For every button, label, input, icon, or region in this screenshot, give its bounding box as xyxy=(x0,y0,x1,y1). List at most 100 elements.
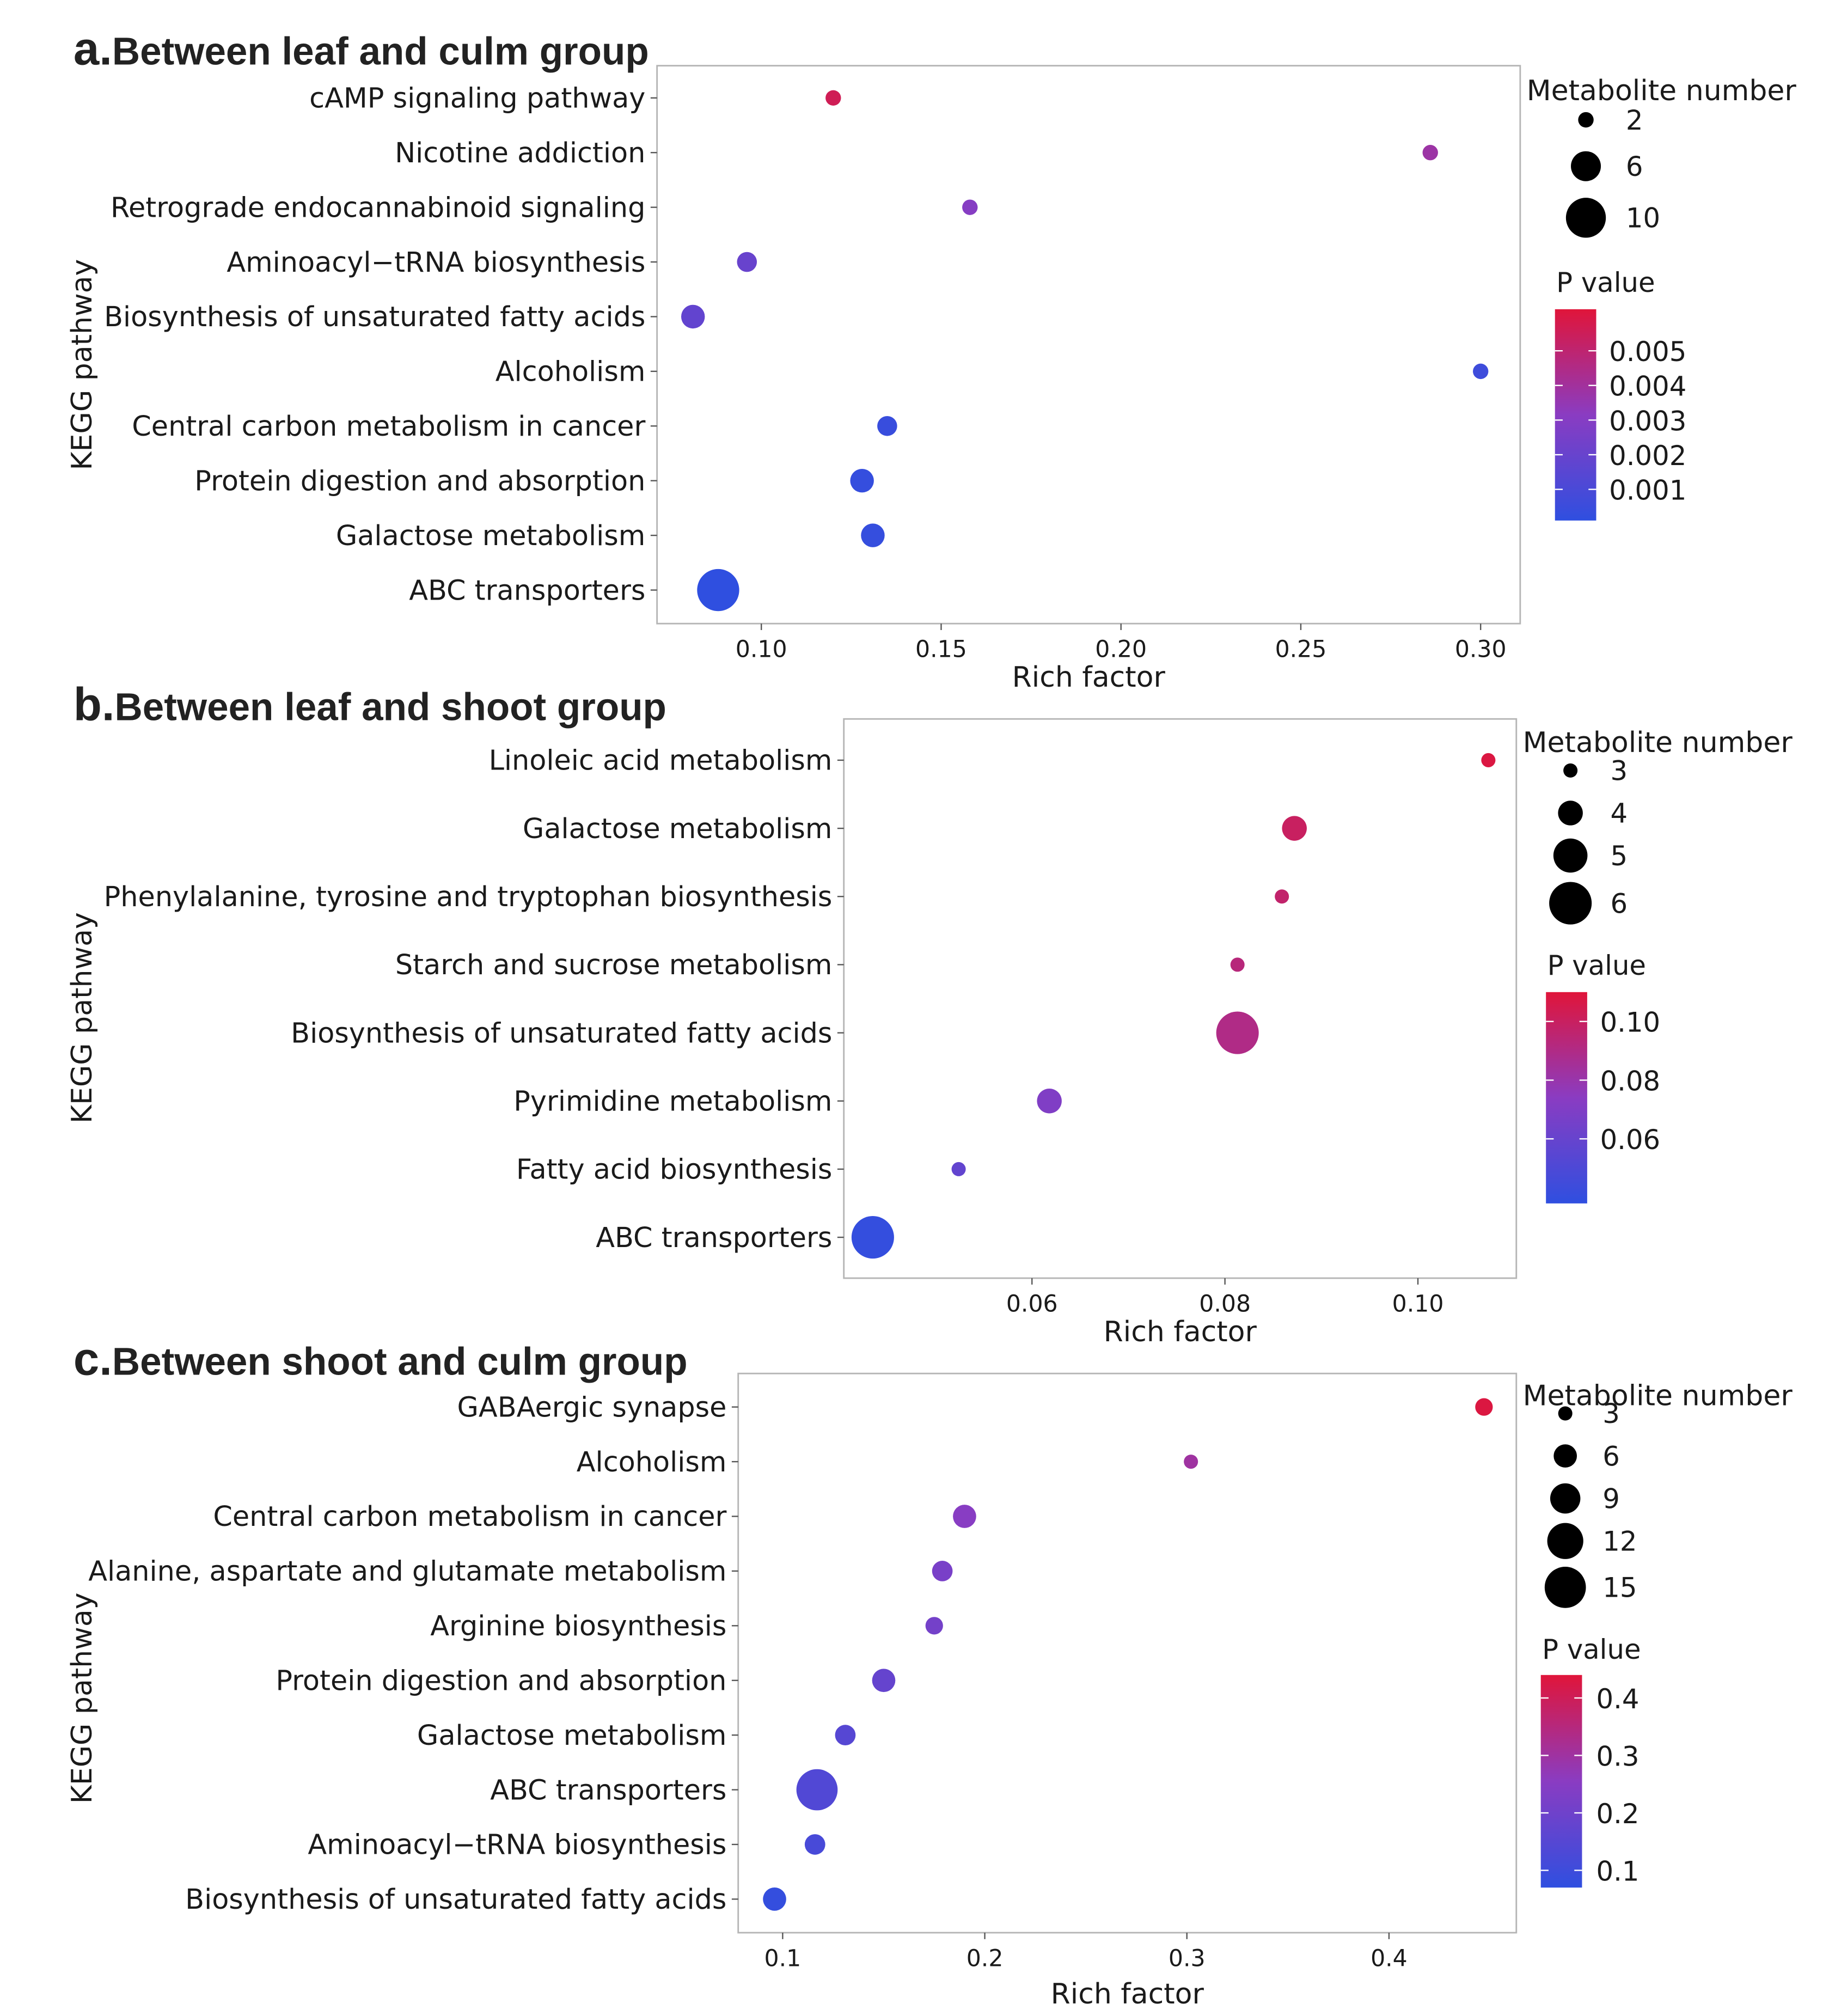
plot-frame xyxy=(656,65,1521,625)
panel-letter: b. xyxy=(74,679,115,731)
data-point xyxy=(796,1769,838,1811)
plot-frame xyxy=(737,1372,1518,1934)
data-point xyxy=(1275,889,1289,904)
size-legend-dot xyxy=(1549,882,1592,925)
data-point xyxy=(1230,957,1245,972)
y-tick-label: Protein digestion and absorption xyxy=(276,1664,726,1696)
panel-title-text: Between shoot and culm group xyxy=(112,1341,688,1384)
panel-a: a.Between leaf and culm group cAMP signal… xyxy=(66,23,1796,694)
color-legend-title: P value xyxy=(1542,1634,1641,1665)
panel-title-text: Between leaf and shoot group xyxy=(115,686,666,729)
size-legend-dot xyxy=(1544,1567,1586,1608)
panel-c: c.Between shoot and culm group GABAergic … xyxy=(66,1334,1793,2011)
x-axis-title: Rich factor xyxy=(1104,1316,1257,1348)
color-legend-bar xyxy=(1546,992,1587,1204)
y-tick-label: Central carbon metabolism in cancer xyxy=(132,410,645,442)
size-legend-label: 3 xyxy=(1611,755,1628,787)
data-point xyxy=(1216,1011,1259,1054)
panel-b: b.Between leaf and shoot group Linoleic a… xyxy=(66,679,1793,1348)
data-point xyxy=(877,416,897,436)
size-legend-label: 5 xyxy=(1611,840,1628,872)
data-point xyxy=(1282,816,1307,841)
y-tick-label: GABAergic synapse xyxy=(457,1391,727,1423)
size-legend-label: 12 xyxy=(1602,1525,1637,1557)
color-legend-label: 0.001 xyxy=(1609,475,1686,506)
data-point xyxy=(697,569,739,612)
x-tick-label: 0.15 xyxy=(915,636,967,663)
y-axis-title: KEGG pathway xyxy=(66,912,99,1123)
data-point xyxy=(851,1216,894,1259)
size-legend-label: 4 xyxy=(1611,798,1628,829)
size-legend-title: Metabolite number xyxy=(1527,75,1797,107)
size-legend-label: 15 xyxy=(1602,1572,1637,1604)
size-legend-dot xyxy=(1553,1444,1577,1468)
color-legend-title: P value xyxy=(1547,950,1646,981)
data-point xyxy=(1473,363,1489,380)
size-legend-label: 6 xyxy=(1602,1440,1620,1472)
size-legend-label: 6 xyxy=(1611,888,1628,919)
y-tick-label: Alanine, aspartate and glutamate metabol… xyxy=(88,1555,726,1587)
y-tick-label: Galactose metabolism xyxy=(336,520,646,552)
panel-title: a.Between leaf and culm group xyxy=(74,23,649,75)
panel-title: c.Between shoot and culm group xyxy=(74,1334,688,1385)
size-legend-dot xyxy=(1578,112,1594,128)
data-point xyxy=(953,1505,976,1528)
y-tick-label: Biosynthesis of unsaturated fatty acids xyxy=(291,1017,832,1049)
data-point xyxy=(861,523,885,547)
y-tick-label: cAMP signaling pathway xyxy=(309,82,645,114)
x-tick-label: 0.20 xyxy=(1095,636,1147,663)
data-point xyxy=(872,1669,896,1693)
data-point xyxy=(763,1887,786,1911)
panel-title: b.Between leaf and shoot group xyxy=(74,679,666,731)
size-legend-dot xyxy=(1550,1483,1581,1514)
color-legend-label: 0.08 xyxy=(1600,1065,1661,1097)
y-tick-label: Biosynthesis of unsaturated fatty acids xyxy=(185,1883,726,1915)
color-legend-bar xyxy=(1540,1675,1582,1888)
x-tick-label: 0.2 xyxy=(966,1945,1004,1972)
panel-title-text: Between leaf and culm group xyxy=(112,30,649,73)
x-tick-label: 0.06 xyxy=(1006,1291,1058,1318)
color-legend-label: 0.10 xyxy=(1600,1007,1661,1038)
size-legend-dot xyxy=(1558,801,1583,826)
data-point xyxy=(1481,753,1496,767)
data-point xyxy=(1184,1455,1198,1469)
color-legend-label: 0.004 xyxy=(1609,371,1686,402)
data-point xyxy=(825,90,841,106)
plot-frame xyxy=(843,718,1518,1279)
y-tick-label: Galactose metabolism xyxy=(523,812,833,845)
panel-letter: c. xyxy=(74,1334,112,1385)
color-legend-label: 0.002 xyxy=(1609,440,1686,472)
size-legend-dot xyxy=(1558,1406,1573,1421)
y-axis-title: KEGG pathway xyxy=(66,259,99,471)
size-legend-title: Metabolite number xyxy=(1523,726,1793,759)
color-legend-label: 0.3 xyxy=(1596,1740,1639,1772)
size-legend-label: 3 xyxy=(1602,1398,1620,1429)
x-axis-title: Rich factor xyxy=(1051,1978,1204,2011)
x-tick-label: 0.4 xyxy=(1371,1945,1408,1972)
data-point xyxy=(962,199,978,215)
size-legend-label: 6 xyxy=(1626,151,1643,182)
size-legend-dot xyxy=(1553,838,1588,873)
color-legend-label: 0.1 xyxy=(1596,1855,1639,1887)
x-tick-label: 0.08 xyxy=(1199,1291,1251,1318)
y-tick-label: Alcoholism xyxy=(577,1446,727,1478)
size-legend-label: 9 xyxy=(1602,1483,1620,1514)
data-point xyxy=(804,1834,825,1855)
color-legend-label: 0.4 xyxy=(1596,1683,1639,1715)
color-legend-label: 0.003 xyxy=(1609,405,1686,437)
data-point xyxy=(1422,145,1438,161)
y-tick-label: Linoleic acid metabolism xyxy=(489,744,833,777)
color-legend-label: 0.06 xyxy=(1600,1124,1661,1156)
y-tick-label: Pyrimidine metabolism xyxy=(513,1085,832,1117)
color-legend-label: 0.2 xyxy=(1596,1798,1639,1830)
x-tick-label: 0.25 xyxy=(1275,636,1327,663)
size-legend-label: 10 xyxy=(1626,203,1660,234)
size-legend-label: 2 xyxy=(1626,105,1643,136)
x-tick-label: 0.1 xyxy=(764,1945,802,1972)
data-point xyxy=(737,252,757,272)
y-tick-label: Arginine biosynthesis xyxy=(430,1610,726,1642)
y-tick-label: ABC transporters xyxy=(490,1774,726,1806)
y-tick-label: ABC transporters xyxy=(409,574,645,606)
x-tick-label: 0.10 xyxy=(736,636,787,663)
